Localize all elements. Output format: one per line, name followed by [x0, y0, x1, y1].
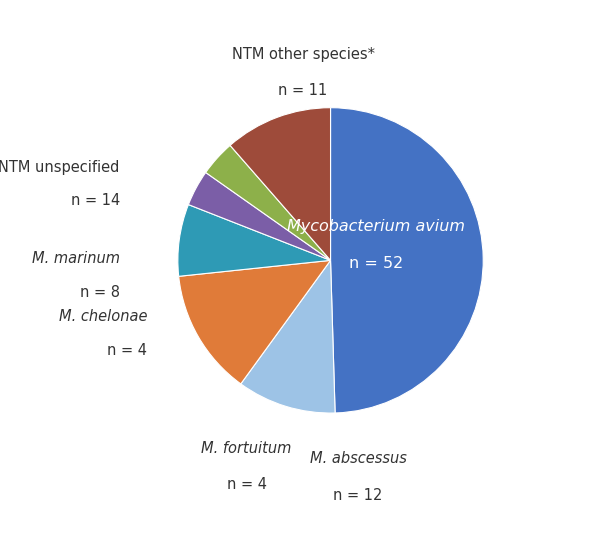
Text: n = 12: n = 12: [334, 488, 383, 503]
Text: n = 4: n = 4: [107, 343, 148, 358]
Text: n = 4: n = 4: [227, 477, 266, 492]
Text: M. marinum: M. marinum: [32, 251, 120, 266]
Wedge shape: [206, 145, 331, 260]
Text: M. chelonae: M. chelonae: [59, 309, 148, 324]
Wedge shape: [179, 260, 331, 384]
Wedge shape: [178, 205, 331, 277]
Text: NTM other species*: NTM other species*: [232, 47, 374, 62]
Wedge shape: [230, 108, 331, 260]
Text: NTM unspecified: NTM unspecified: [0, 160, 120, 175]
Text: M. fortuitum: M. fortuitum: [202, 441, 292, 456]
Text: M. abscessus: M. abscessus: [310, 451, 406, 466]
Wedge shape: [188, 173, 331, 260]
Text: n = 8: n = 8: [80, 285, 120, 300]
Text: n = 52: n = 52: [349, 256, 403, 271]
Wedge shape: [241, 260, 335, 413]
Text: Mycobacterium avium: Mycobacterium avium: [287, 219, 466, 234]
Text: n = 11: n = 11: [278, 83, 328, 98]
Text: n = 14: n = 14: [71, 193, 120, 208]
Wedge shape: [331, 108, 483, 413]
